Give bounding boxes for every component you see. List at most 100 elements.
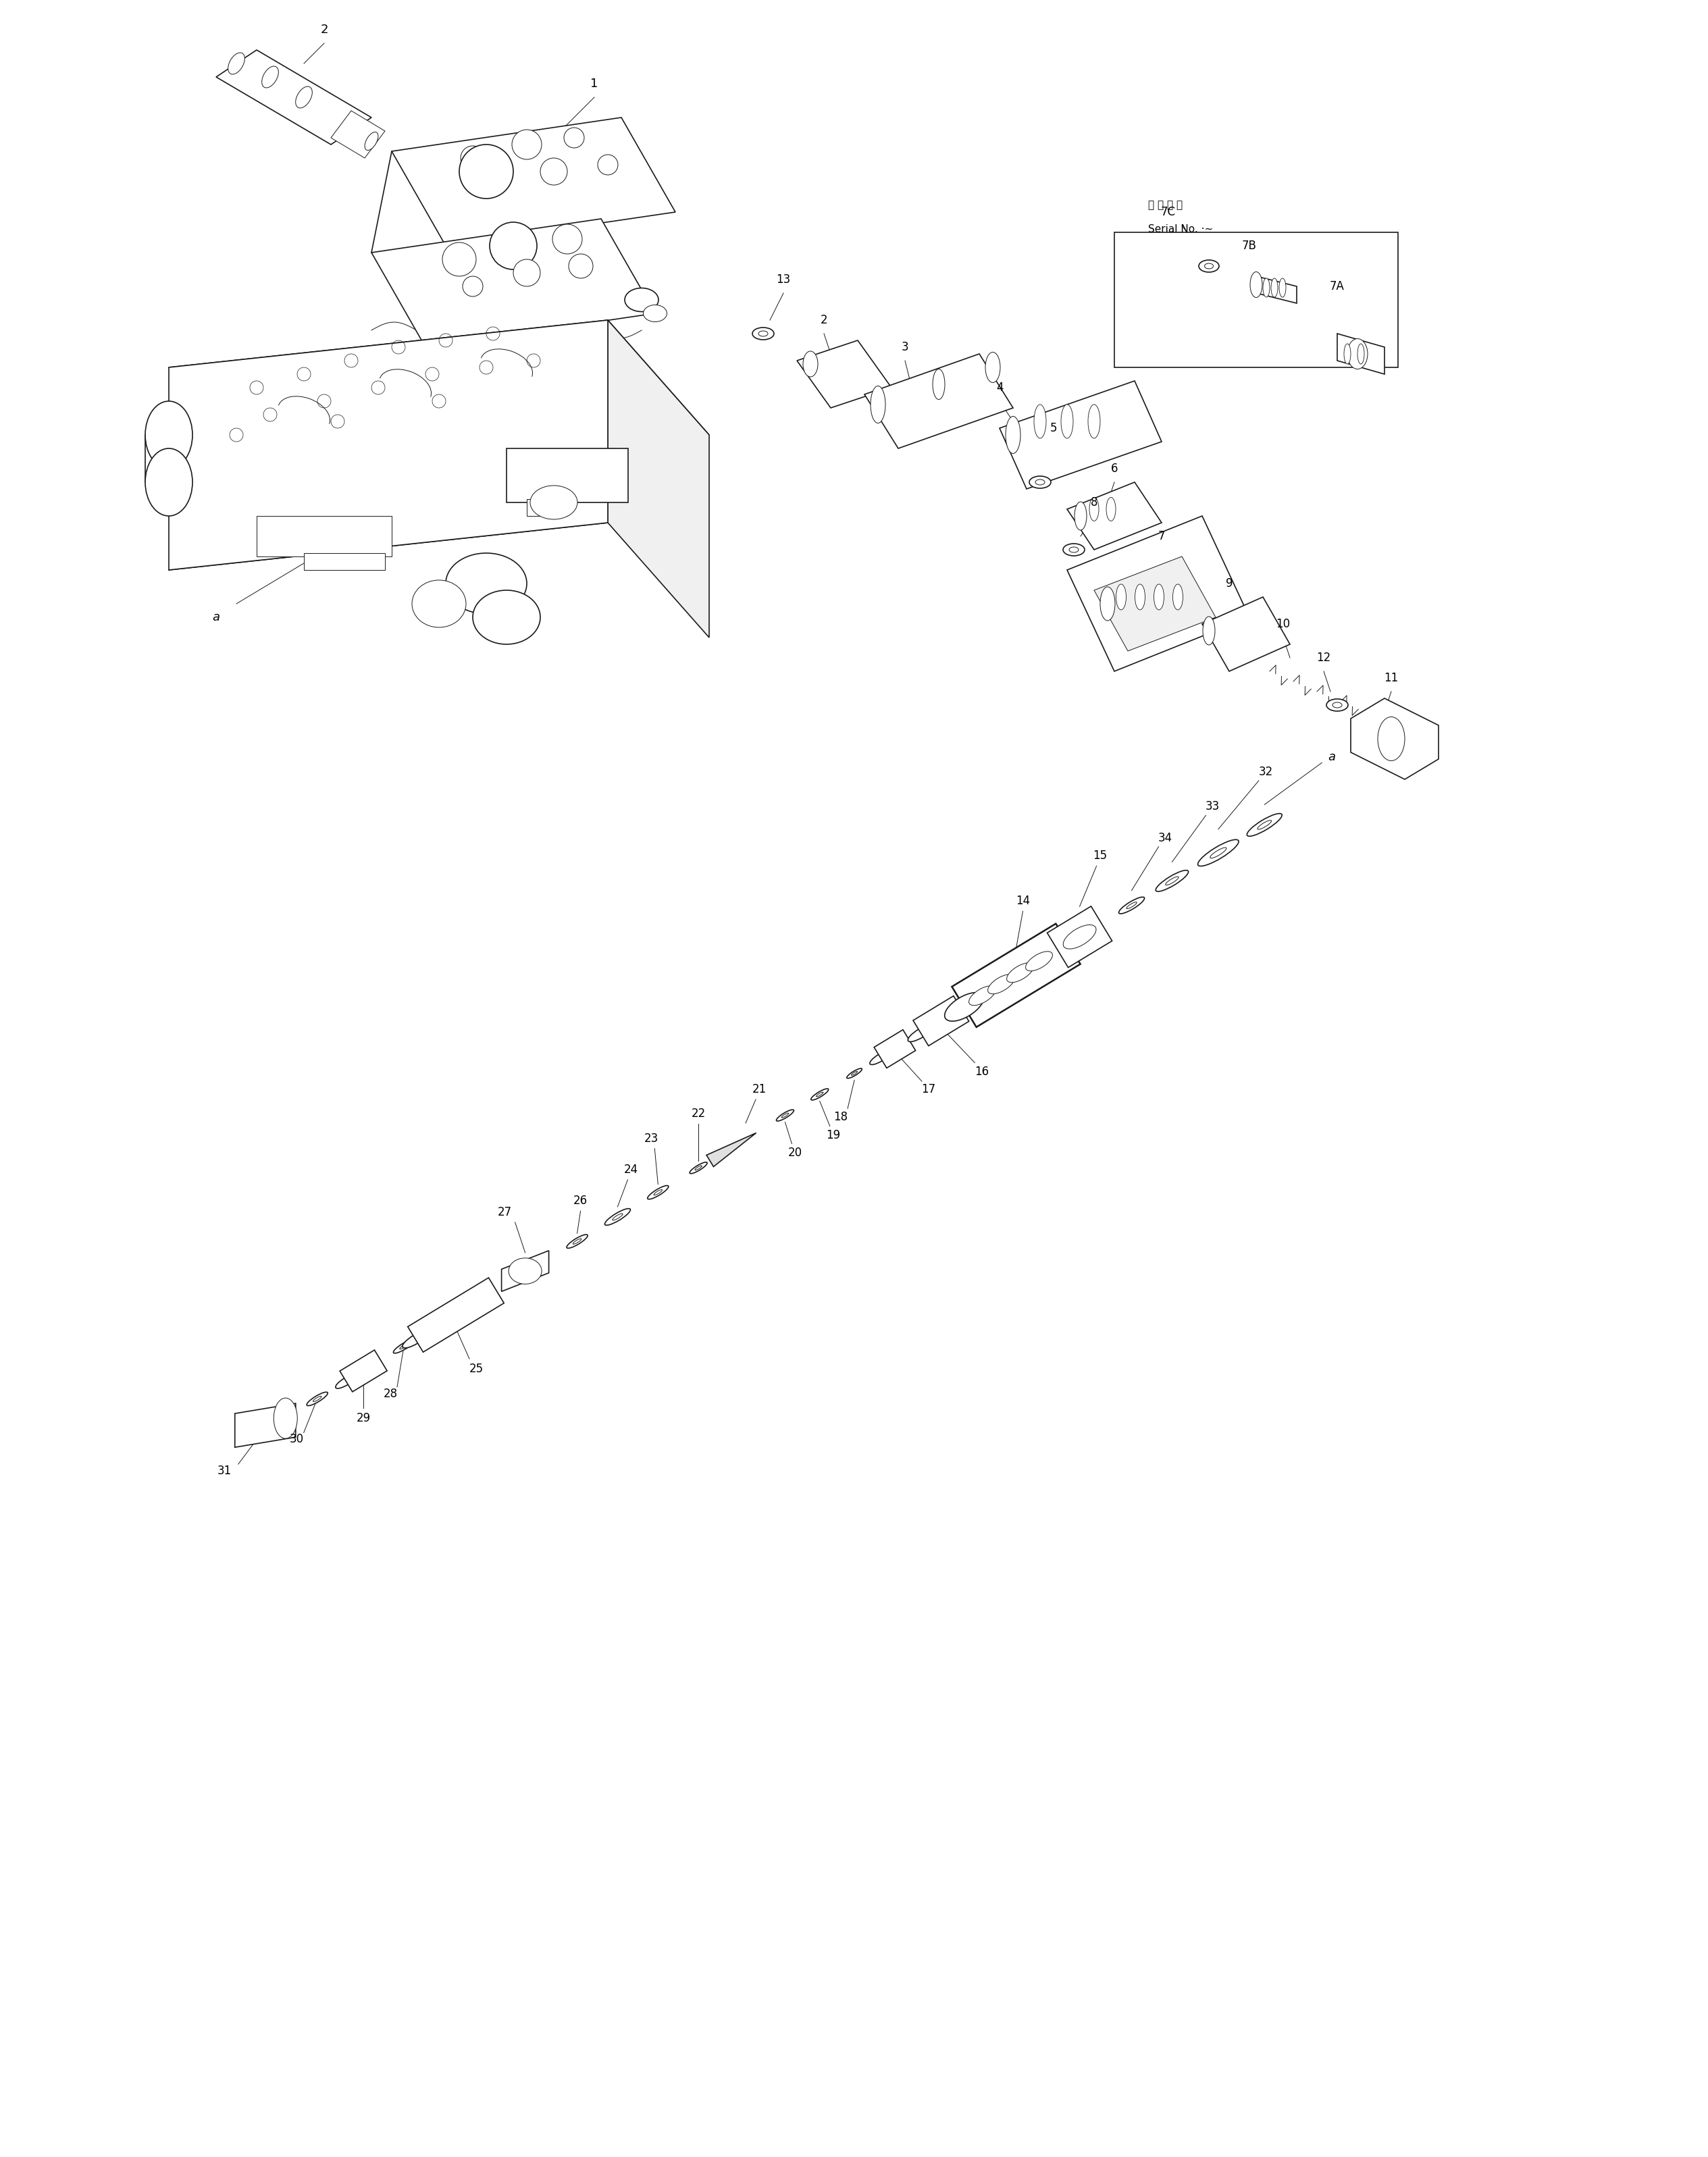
Text: 25: 25 <box>470 1363 483 1374</box>
Text: 14: 14 <box>1016 895 1030 908</box>
Ellipse shape <box>1025 951 1052 971</box>
Ellipse shape <box>1074 503 1086 531</box>
Text: 2: 2 <box>321 24 328 37</box>
Text: 26: 26 <box>574 1195 588 1208</box>
Ellipse shape <box>1100 587 1115 621</box>
Bar <box>1114 233 1399 367</box>
Text: 3: 3 <box>902 341 909 354</box>
Ellipse shape <box>572 1238 581 1245</box>
Text: 32: 32 <box>1259 766 1272 779</box>
Text: 7B: 7B <box>1242 239 1257 252</box>
Ellipse shape <box>968 986 996 1005</box>
Polygon shape <box>1202 597 1290 671</box>
Ellipse shape <box>1127 902 1138 908</box>
Ellipse shape <box>229 52 244 73</box>
Text: a: a <box>212 610 220 623</box>
Text: 24: 24 <box>623 1163 639 1176</box>
Ellipse shape <box>1348 339 1368 369</box>
Circle shape <box>442 242 477 276</box>
Text: 7A: 7A <box>1331 280 1344 293</box>
Ellipse shape <box>1033 406 1045 438</box>
Text: 19: 19 <box>827 1128 840 1141</box>
Text: 31: 31 <box>217 1465 232 1478</box>
Ellipse shape <box>851 1072 857 1076</box>
Text: 1: 1 <box>591 78 598 91</box>
Polygon shape <box>707 1132 757 1167</box>
Ellipse shape <box>529 485 577 520</box>
Polygon shape <box>874 1029 915 1068</box>
Circle shape <box>514 259 540 287</box>
Circle shape <box>598 155 618 175</box>
Ellipse shape <box>1257 820 1271 830</box>
Bar <box>304 552 384 569</box>
Circle shape <box>463 276 483 296</box>
Ellipse shape <box>1358 343 1365 365</box>
Ellipse shape <box>803 352 818 377</box>
Polygon shape <box>1255 276 1296 304</box>
Ellipse shape <box>613 1214 623 1221</box>
Text: 10: 10 <box>1276 617 1290 630</box>
Text: Serial No. ·~: Serial No. ·~ <box>1148 224 1213 233</box>
Text: 23: 23 <box>644 1132 658 1145</box>
Polygon shape <box>1351 699 1438 779</box>
Ellipse shape <box>1119 897 1144 915</box>
Polygon shape <box>169 319 608 569</box>
Ellipse shape <box>1090 498 1098 522</box>
Ellipse shape <box>945 992 984 1020</box>
Ellipse shape <box>400 1344 408 1348</box>
Circle shape <box>490 222 536 270</box>
Text: 11: 11 <box>1383 673 1399 684</box>
Ellipse shape <box>654 1191 663 1195</box>
Text: 28: 28 <box>383 1387 398 1400</box>
Ellipse shape <box>473 591 540 645</box>
Ellipse shape <box>403 1331 429 1348</box>
Text: 30: 30 <box>290 1434 304 1445</box>
Polygon shape <box>236 1404 295 1447</box>
Ellipse shape <box>987 975 1015 994</box>
Text: 17: 17 <box>921 1083 936 1096</box>
Ellipse shape <box>1134 585 1144 610</box>
Text: 21: 21 <box>752 1083 767 1096</box>
Ellipse shape <box>1062 544 1085 557</box>
Ellipse shape <box>295 86 313 108</box>
Polygon shape <box>1068 516 1250 671</box>
Ellipse shape <box>1199 261 1220 272</box>
Ellipse shape <box>782 1113 789 1117</box>
Ellipse shape <box>1209 848 1226 858</box>
Ellipse shape <box>1088 406 1100 438</box>
Polygon shape <box>1068 483 1161 550</box>
Ellipse shape <box>811 1089 828 1100</box>
Text: 5: 5 <box>1050 423 1057 434</box>
Ellipse shape <box>261 67 278 88</box>
Circle shape <box>564 127 584 149</box>
Ellipse shape <box>145 401 193 468</box>
Bar <box>526 498 567 516</box>
Ellipse shape <box>393 1339 415 1352</box>
Circle shape <box>459 145 514 198</box>
Ellipse shape <box>1062 925 1097 949</box>
Text: 33: 33 <box>1206 800 1220 813</box>
Text: 4: 4 <box>996 382 1003 395</box>
Ellipse shape <box>647 1186 668 1199</box>
Ellipse shape <box>412 580 466 628</box>
Text: 20: 20 <box>787 1148 803 1158</box>
Ellipse shape <box>1155 585 1163 610</box>
Ellipse shape <box>1197 839 1238 867</box>
Ellipse shape <box>605 1208 630 1225</box>
Text: a: a <box>1329 751 1336 764</box>
Ellipse shape <box>758 330 769 336</box>
Ellipse shape <box>847 1068 863 1078</box>
Ellipse shape <box>871 386 885 423</box>
Polygon shape <box>1047 906 1112 968</box>
Ellipse shape <box>752 328 774 339</box>
Circle shape <box>461 147 485 170</box>
Text: 12: 12 <box>1317 651 1331 664</box>
Ellipse shape <box>1247 813 1283 837</box>
Polygon shape <box>999 382 1161 490</box>
Polygon shape <box>217 50 371 145</box>
Polygon shape <box>914 997 968 1046</box>
Ellipse shape <box>1069 548 1078 552</box>
Text: 7: 7 <box>1158 531 1165 541</box>
Text: 27: 27 <box>497 1206 512 1219</box>
Ellipse shape <box>1107 498 1115 522</box>
